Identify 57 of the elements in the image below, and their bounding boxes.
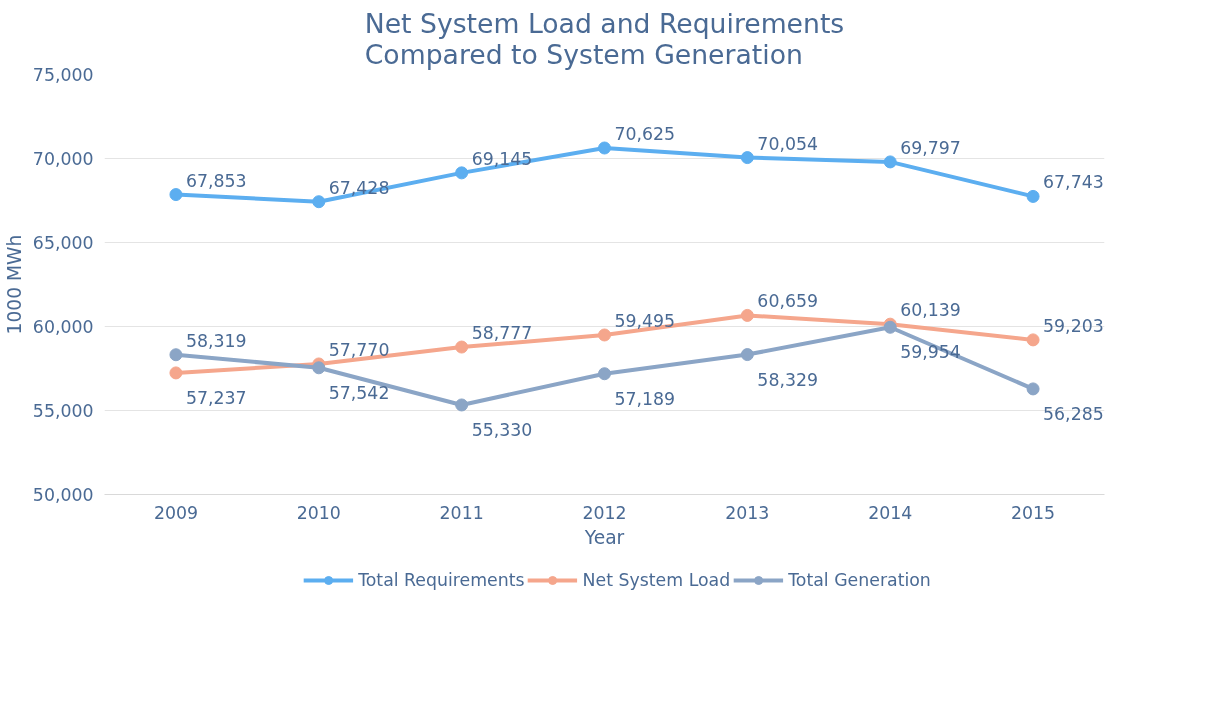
point xyxy=(598,367,611,381)
x-tick-label: 2012 xyxy=(582,502,627,523)
point xyxy=(1026,333,1040,347)
point xyxy=(598,328,611,342)
point xyxy=(740,151,754,165)
x-tick-label: 2010 xyxy=(296,502,341,523)
data-label: 58,319 xyxy=(185,330,247,351)
point xyxy=(1026,189,1040,203)
data-label: 57,237 xyxy=(185,387,247,408)
point xyxy=(740,348,754,362)
data-label: 69,145 xyxy=(471,148,533,169)
point xyxy=(455,398,469,412)
x-tick-label: 2011 xyxy=(439,502,484,523)
data-label: 59,203 xyxy=(1043,315,1104,336)
y-tick-label: 60,000 xyxy=(32,317,94,337)
x-tick-label: 2015 xyxy=(1011,502,1056,523)
data-label: 57,770 xyxy=(328,339,390,360)
x-tick-label: 2009 xyxy=(153,502,198,523)
x-axis-title: Year xyxy=(583,526,625,548)
point xyxy=(455,340,469,354)
point xyxy=(883,155,897,169)
point xyxy=(169,348,183,362)
data-label: 55,330 xyxy=(471,419,533,440)
chart-title: Net System Load and Requirements Compared to System Generation xyxy=(364,7,845,70)
data-label: 69,797 xyxy=(900,137,961,158)
data-label: 70,625 xyxy=(614,124,676,144)
legend-label: Total Requirements xyxy=(358,570,525,590)
data-label: 58,329 xyxy=(757,369,818,390)
data-label: 57,189 xyxy=(614,388,676,409)
point xyxy=(169,366,183,380)
y-tick-label: 65,000 xyxy=(32,233,94,253)
point xyxy=(169,188,183,202)
point xyxy=(312,195,326,209)
data-label: 58,777 xyxy=(471,323,533,344)
data-label: 60,139 xyxy=(900,300,961,321)
data-label: 70,054 xyxy=(757,133,818,154)
legend-label: Net System Load xyxy=(582,570,731,590)
data-label: 57,542 xyxy=(328,382,390,403)
data-label: 60,659 xyxy=(757,291,818,312)
x-tick-label: 2013 xyxy=(725,502,770,523)
y-tick-label: 75,000 xyxy=(32,65,94,85)
point xyxy=(312,361,326,375)
data-label: 59,495 xyxy=(614,310,676,331)
point xyxy=(455,166,469,180)
point xyxy=(740,308,754,322)
point xyxy=(598,141,611,155)
x-tick-label: 2014 xyxy=(868,502,913,523)
y-tick-label: 55,000 xyxy=(32,401,94,421)
y-tick-label: 50,000 xyxy=(32,485,94,505)
point xyxy=(1026,382,1040,396)
data-label: 67,853 xyxy=(185,170,247,191)
y-tick-label: 70,000 xyxy=(32,149,94,169)
y-axis-title: 1000 MWh xyxy=(3,234,25,335)
data-label: 67,743 xyxy=(1043,172,1104,193)
legend-label: Total Generation xyxy=(788,570,931,590)
data-label: 67,428 xyxy=(328,177,390,198)
data-label: 56,285 xyxy=(1043,403,1104,424)
